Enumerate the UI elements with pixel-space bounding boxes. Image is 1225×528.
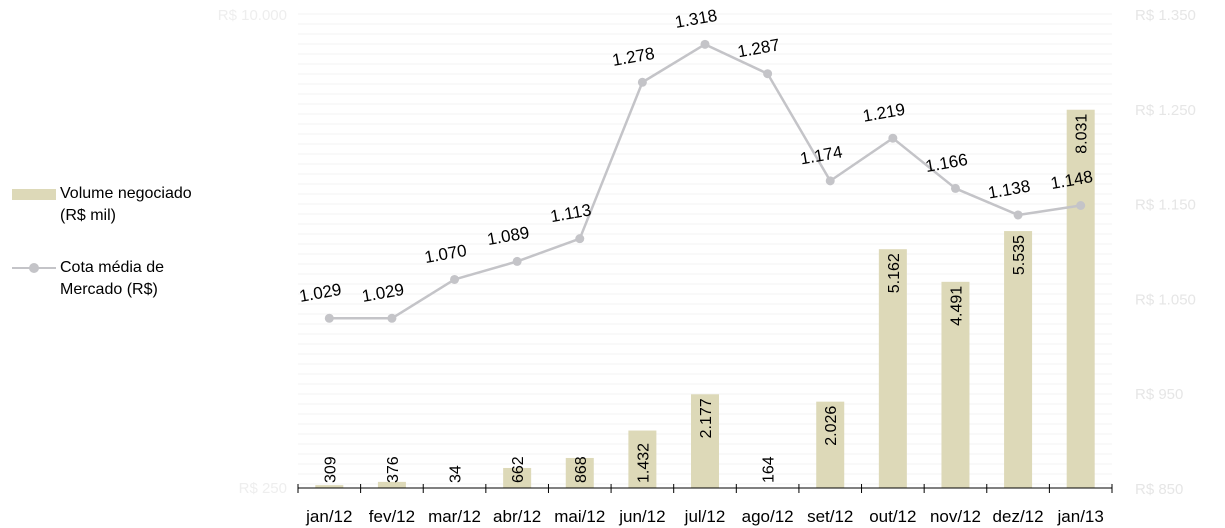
left-axis-tick-label: R$ 10.000 [218, 7, 287, 24]
x-axis-tick-label: set/12 [807, 507, 853, 526]
right-axis-tick-label: R$ 1.150 [1135, 197, 1196, 214]
line-marker [387, 313, 397, 323]
bar [878, 249, 907, 488]
right-axis-tick-label: R$ 850 [1135, 481, 1183, 498]
bar [1004, 231, 1033, 488]
bar-value-label: 2.177 [698, 398, 715, 438]
left-axis-faint-labels: R$ 10.000 R$ 250 [218, 7, 287, 497]
bar-value-label: 2.026 [823, 406, 840, 446]
x-axis-tick-label: jul/12 [684, 507, 726, 526]
x-axis-tick-label: jan/13 [1057, 507, 1104, 526]
line-marker [888, 133, 898, 143]
line-marker [700, 39, 710, 49]
legend-swatch-marker [29, 263, 39, 273]
legend-label-line2: (R$ mil) [60, 207, 116, 224]
x-axis-tick-label: out/12 [869, 507, 916, 526]
line-marker [950, 183, 960, 193]
bar-value-label: 868 [573, 456, 590, 483]
bar [315, 485, 344, 488]
line-marker [450, 274, 460, 284]
right-axis-tick-label: R$ 1.350 [1135, 7, 1196, 24]
x-axis-tick-label: jan/12 [305, 507, 352, 526]
line-marker [1013, 210, 1023, 220]
line-value-label: 1.278 [611, 44, 656, 70]
line-marker [512, 256, 522, 266]
bar [503, 467, 532, 488]
bar-labels: 309 376 34 662 868 1.432 2.177 164 2.026 5.162 4.4… [322, 114, 1090, 483]
bar [691, 394, 719, 488]
right-axis: R$ 1.350 R$ 1.250 R$ 1.150 R$ 1.050 R$ 950 R$… [1135, 7, 1196, 498]
legend-label-line1: Volume negociado [60, 185, 192, 202]
line-marker [1076, 200, 1086, 210]
legend: Volume negociado (R$ mil) Cota média de … [12, 183, 232, 301]
line-value-label: 1.287 [736, 35, 781, 61]
x-axis-tick-label: ago/12 [742, 507, 794, 526]
line-marker [825, 176, 835, 186]
bar-value-label: 4.491 [948, 286, 965, 326]
line-marker [637, 77, 647, 87]
bar-value-label: 5.535 [1011, 235, 1028, 275]
bar-value-label: 376 [385, 456, 402, 483]
bar-value-label: 34 [448, 465, 465, 483]
bar-value-label: 164 [761, 456, 778, 483]
line-series [324, 39, 1086, 323]
bar-value-label: 5.162 [886, 253, 903, 293]
bar-value-label: 309 [322, 456, 339, 483]
bar [1066, 109, 1095, 488]
bar [377, 481, 406, 488]
line-marker [575, 234, 585, 244]
line-marker [324, 313, 334, 323]
legend-item-cota: Cota média de Mercado (R$) [12, 257, 232, 301]
line-value-label: 1.089 [486, 223, 531, 249]
line-value-label: 1.174 [799, 142, 844, 168]
x-axis-tick-label: dez/12 [993, 507, 1044, 526]
line-value-label: 1.070 [423, 241, 468, 267]
x-axis-tick-label: mai/12 [554, 507, 605, 526]
bar [565, 457, 594, 488]
legend-swatch-bar [12, 189, 56, 200]
line-value-label: 1.138 [987, 177, 1032, 203]
bar-value-label: 1.432 [635, 443, 652, 483]
line-value-label: 1.318 [673, 6, 718, 32]
bar-value-label: 662 [510, 456, 527, 483]
line-path [329, 43, 1081, 320]
right-axis-tick-label: R$ 1.250 [1135, 102, 1196, 119]
x-axis-tick-label: fev/12 [369, 507, 415, 526]
bar-value-label: 8.031 [1074, 114, 1091, 154]
bar [816, 401, 845, 488]
x-axis: jan/12 fev/12 mar/12 abr/12 mai/12 jun/12 jul/… [297, 484, 1113, 526]
x-axis-tick-label: mar/12 [428, 507, 481, 526]
bar-series [315, 109, 1095, 488]
gridlines [298, 13, 1112, 485]
legend-item-volume: Volume negociado (R$ mil) [12, 183, 232, 227]
legend-label-line2: Mercado (R$) [60, 281, 158, 298]
bar [628, 430, 657, 488]
x-axis-tick-label: nov/12 [930, 507, 981, 526]
right-axis-tick-label: R$ 1.050 [1135, 291, 1196, 308]
x-axis-tick-label: abr/12 [493, 507, 541, 526]
legend-label-line1: Cota média de [60, 259, 165, 276]
right-axis-tick-label: R$ 950 [1135, 386, 1183, 403]
bar [941, 281, 970, 488]
line-marker [763, 69, 773, 79]
x-axis-tick-label: jun/12 [618, 507, 665, 526]
left-axis-tick-label: R$ 250 [239, 480, 287, 497]
